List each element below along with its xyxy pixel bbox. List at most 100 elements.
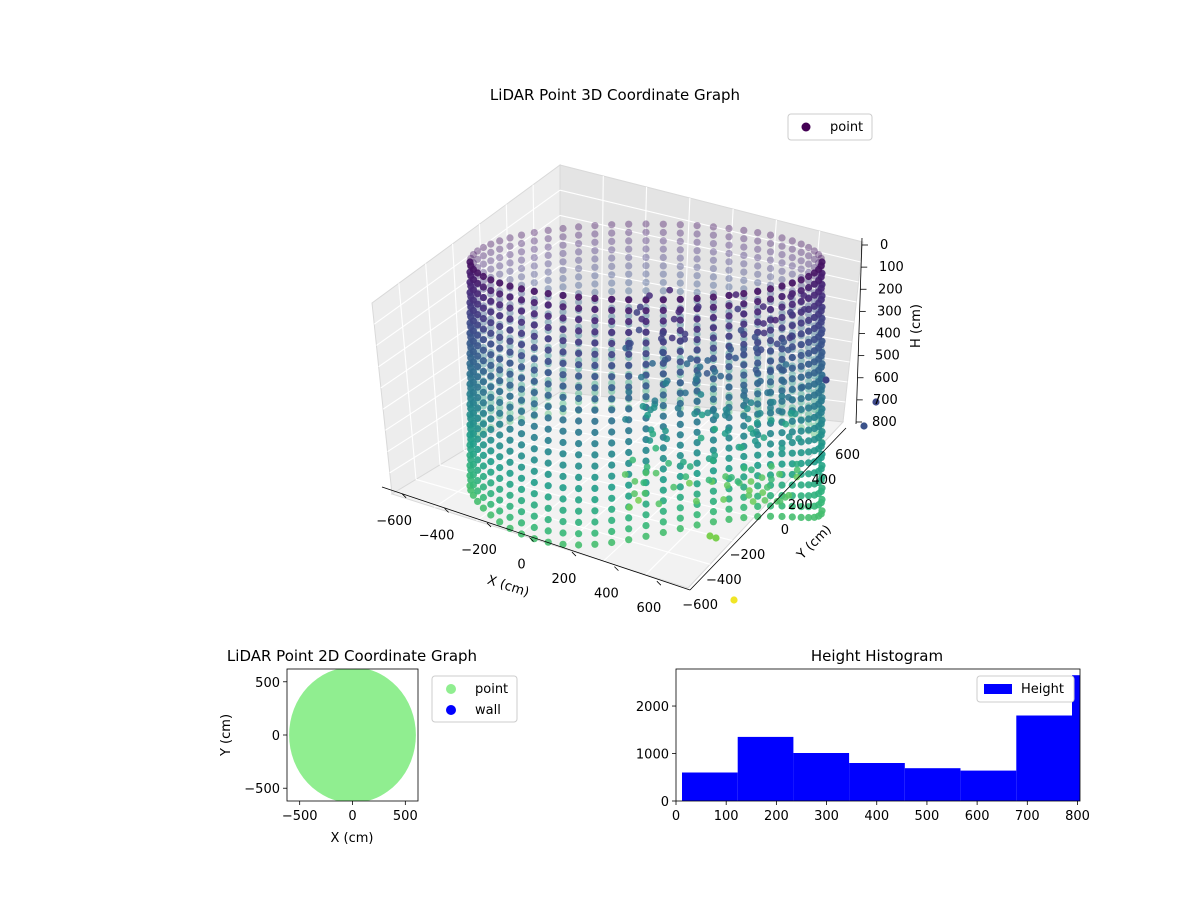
point bbox=[479, 388, 487, 396]
point bbox=[740, 260, 748, 268]
x-tick-label-3d: 0 bbox=[517, 558, 525, 573]
point bbox=[642, 253, 650, 261]
point bbox=[810, 247, 819, 255]
point bbox=[474, 445, 482, 454]
point bbox=[559, 472, 567, 480]
point bbox=[709, 256, 718, 264]
point bbox=[681, 330, 689, 338]
point bbox=[693, 397, 701, 405]
point bbox=[517, 407, 526, 415]
point bbox=[788, 279, 796, 287]
point bbox=[625, 388, 633, 396]
point bbox=[709, 508, 718, 516]
grid-line bbox=[645, 417, 803, 575]
point bbox=[496, 295, 504, 303]
point bbox=[517, 508, 526, 516]
point bbox=[797, 513, 805, 522]
x-tick-label-3d: −200 bbox=[461, 543, 497, 558]
point bbox=[479, 472, 487, 481]
histogram-bar bbox=[1016, 715, 1072, 801]
point bbox=[575, 406, 583, 414]
point bbox=[725, 434, 733, 442]
x-axis-line bbox=[381, 486, 691, 591]
tick-labels-3d: −600 −400 −200 0 200 400 600 −600 −400 −200 0 200 40… bbox=[376, 238, 904, 616]
point bbox=[661, 356, 669, 364]
point bbox=[720, 496, 727, 503]
point bbox=[496, 442, 504, 450]
point bbox=[496, 409, 504, 417]
point bbox=[559, 393, 567, 401]
point bbox=[659, 306, 667, 314]
x-axis-label-2d: X (cm) bbox=[331, 831, 374, 846]
point bbox=[625, 525, 633, 533]
point bbox=[757, 346, 765, 354]
point bbox=[575, 265, 583, 273]
point bbox=[810, 391, 819, 399]
x-tick-label-histogram: 700 bbox=[1015, 809, 1040, 824]
point bbox=[469, 251, 477, 259]
point bbox=[517, 396, 526, 404]
point bbox=[797, 248, 805, 256]
point bbox=[810, 458, 819, 466]
legend-marker-point-2d bbox=[446, 684, 456, 694]
point bbox=[709, 281, 718, 289]
point bbox=[479, 315, 487, 323]
point bbox=[487, 479, 495, 487]
point bbox=[474, 279, 482, 287]
point bbox=[575, 507, 583, 515]
point bbox=[676, 431, 684, 439]
point bbox=[709, 334, 718, 342]
point bbox=[530, 270, 538, 278]
point bbox=[559, 382, 567, 390]
point bbox=[766, 231, 775, 239]
point bbox=[676, 271, 684, 279]
y-tick-label-2d: 0 bbox=[272, 729, 280, 744]
histogram-bar bbox=[737, 736, 794, 801]
y-tick-label-3d: 400 bbox=[812, 473, 837, 488]
point bbox=[693, 294, 701, 302]
point bbox=[659, 465, 667, 473]
point bbox=[487, 287, 495, 295]
point bbox=[740, 320, 748, 328]
point bbox=[544, 391, 552, 399]
point bbox=[642, 511, 650, 519]
histogram-bar bbox=[1072, 675, 1080, 801]
point bbox=[608, 295, 616, 303]
point bbox=[530, 512, 538, 520]
point bbox=[810, 436, 819, 444]
z-tick-label-3d: 0 bbox=[880, 238, 888, 253]
x-tick-label-histogram: 600 bbox=[965, 809, 990, 824]
point bbox=[740, 422, 748, 430]
point bbox=[559, 484, 567, 492]
point bbox=[487, 490, 495, 498]
point bbox=[608, 428, 616, 436]
point bbox=[591, 484, 599, 492]
point bbox=[693, 511, 701, 519]
point bbox=[479, 325, 487, 333]
point bbox=[608, 221, 616, 229]
point bbox=[506, 234, 514, 242]
point bbox=[591, 518, 599, 526]
point bbox=[479, 260, 487, 268]
point bbox=[625, 312, 633, 320]
point bbox=[766, 450, 775, 458]
point bbox=[625, 328, 633, 337]
point-disc bbox=[289, 669, 416, 801]
point bbox=[530, 366, 538, 374]
point bbox=[725, 393, 733, 401]
point bbox=[608, 279, 616, 287]
x-tick bbox=[444, 508, 449, 513]
point bbox=[773, 340, 781, 348]
point bbox=[559, 359, 567, 367]
point-disc-fill bbox=[289, 669, 416, 801]
point bbox=[591, 272, 599, 280]
point bbox=[787, 293, 795, 300]
point bbox=[633, 309, 641, 316]
point bbox=[506, 447, 514, 455]
point bbox=[530, 332, 538, 340]
point bbox=[506, 502, 514, 510]
point bbox=[608, 384, 616, 392]
point bbox=[591, 361, 599, 369]
point bbox=[625, 237, 633, 245]
point bbox=[642, 532, 650, 540]
